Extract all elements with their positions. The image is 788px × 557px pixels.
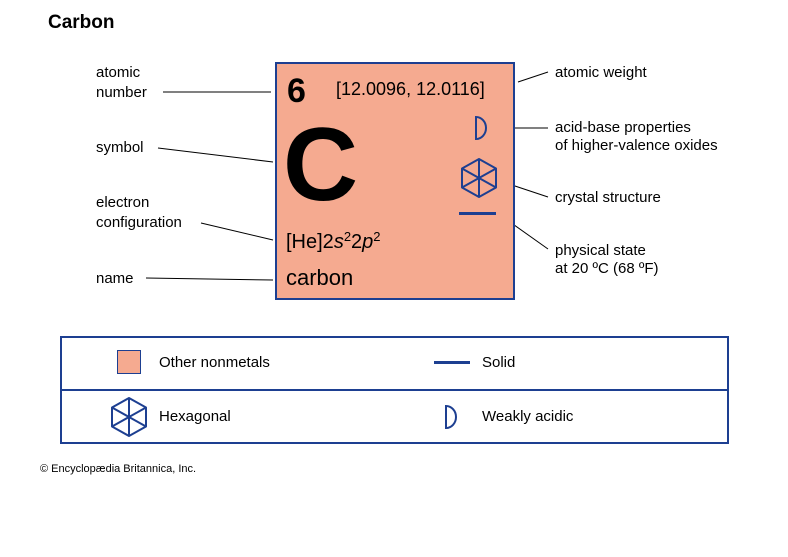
label-atomic-number-line1: atomic [96,64,141,81]
label-atomic-number-line2: number [96,84,147,101]
legend-crystal: Hexagonal [159,408,231,425]
atomic-weight: [12.0096, 12.0116] [336,79,485,99]
legend-hexagonal-icon [111,397,147,437]
legend-category: Other nonmetals [159,354,270,371]
config-mid: 2 [351,231,363,253]
label-physical-state-line1: physical state [555,242,646,259]
label-electron-config-line2: configuration [96,214,182,231]
page-title: Carbon [48,12,115,33]
half-circle-icon [475,115,487,141]
label-physical-state-line2: at 20 ºC (68 ºF) [555,260,659,277]
config-s: s [333,231,344,253]
label-crystal-structure: crystal structure [555,189,661,206]
label-symbol: symbol [96,139,144,156]
legend-solid-dash-icon [434,361,470,364]
leader-name [145,277,274,281]
label-electron-config-line1: electron [96,194,150,211]
leader-atomic-weight [517,71,549,83]
label-name: name [96,270,134,287]
atomic-number: 6 [287,72,306,110]
label-atomic-weight: atomic weight [555,64,647,81]
label-acid-base-line2: of higher-valence oxides [555,137,718,154]
category-swatch [117,350,141,374]
legend-half-circle-icon [445,404,457,430]
legend-state: Solid [482,354,516,371]
config-p: p [362,231,374,253]
electron-configuration: [He]2s22p2 [286,229,381,255]
legend-acidity: Weakly acidic [482,408,574,425]
solid-state-dash-icon [459,212,496,215]
element-name: carbon [286,265,354,290]
config-s-superscript: 2 [343,229,352,244]
leader-symbol [157,147,274,163]
element-symbol: C [283,107,359,223]
copyright: © Encyclopædia Britannica, Inc. [40,463,197,475]
config-core: [He]2 [286,231,334,253]
legend-divider [60,389,729,391]
leader-electron-config [200,222,274,241]
config-p-superscript: 2 [373,229,381,244]
label-acid-base-line1: acid-base properties [555,119,691,136]
hexagonal-crystal-icon [461,158,497,198]
